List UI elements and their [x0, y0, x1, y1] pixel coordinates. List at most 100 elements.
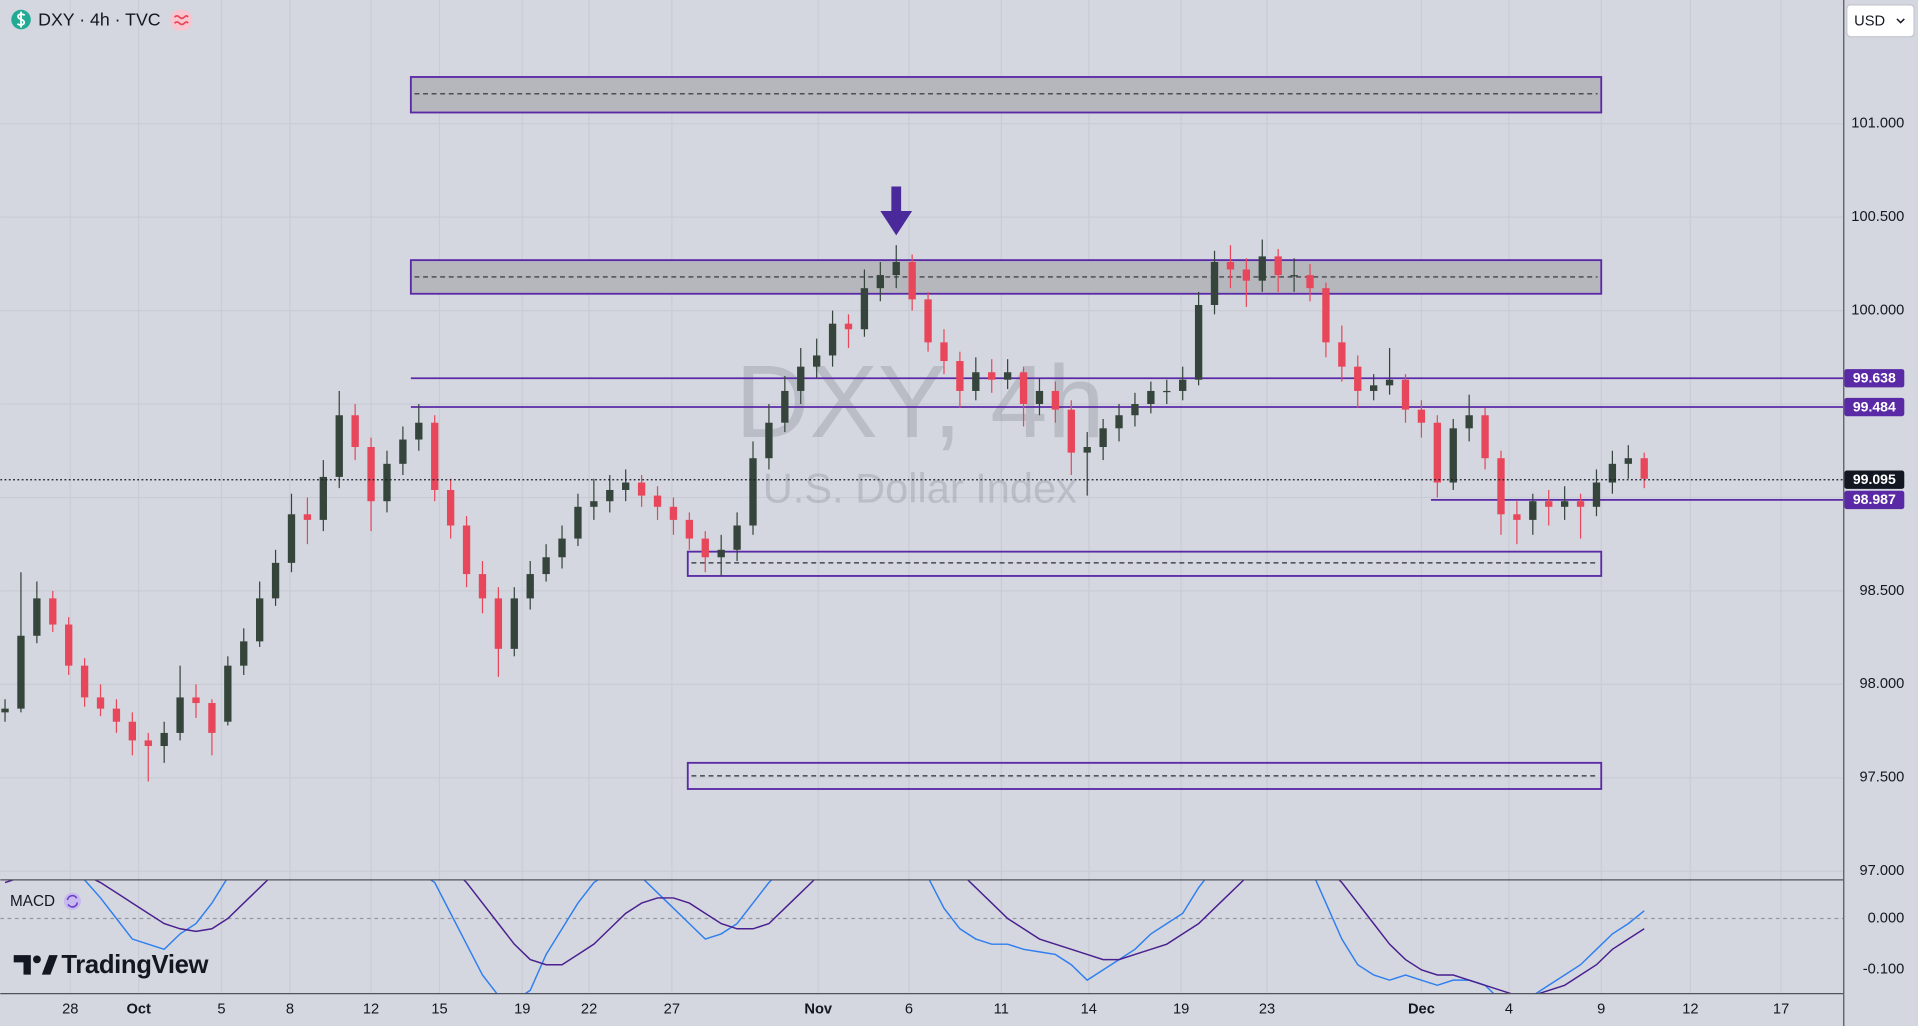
x-tick-label: Dec — [1408, 1001, 1435, 1017]
candle-body — [701, 538, 709, 558]
indicator-label: MACD — [10, 893, 55, 910]
x-tick-label: 9 — [1597, 1001, 1605, 1017]
macd-line — [4, 880, 1645, 993]
candle-body — [1067, 409, 1075, 453]
candle-body — [972, 372, 980, 391]
currency-button[interactable] — [1846, 4, 1915, 38]
candle-body — [494, 598, 503, 649]
candle-body — [319, 476, 327, 520]
candle-body — [431, 422, 439, 490]
candle-body — [542, 557, 550, 575]
watermark-title: DXY, 4h — [735, 344, 1104, 459]
candle-body — [1051, 390, 1060, 410]
candle-body — [49, 598, 57, 625]
watermark-subtitle: U.S. Dollar Index — [763, 465, 1077, 512]
candle-body — [828, 323, 837, 356]
candle-body — [33, 598, 41, 636]
candle-body — [128, 721, 137, 741]
level-price-tag — [1844, 369, 1905, 388]
x-tick-label: 27 — [664, 1001, 680, 1017]
axes: 97.00097.50098.00098.50099.00099.500100.… — [62, 116, 1905, 1017]
candle-body — [1545, 501, 1553, 507]
candle-body — [765, 422, 773, 459]
candle-body — [1179, 379, 1187, 391]
y-tick-label: 97.000 — [1859, 863, 1904, 879]
candle-body — [1401, 379, 1410, 410]
candle-body — [558, 538, 566, 558]
candle-body — [1385, 379, 1394, 386]
x-tick-label: 28 — [62, 1001, 78, 1017]
candle-body — [255, 598, 264, 642]
candle-body — [96, 697, 105, 709]
x-tick-label: 23 — [1259, 1001, 1275, 1017]
x-tick-label: 15 — [431, 1001, 447, 1017]
candle-body — [733, 525, 741, 550]
candle-body — [367, 447, 375, 502]
brand-name: TradingView — [61, 951, 209, 979]
x-tick-label: 17 — [1773, 1001, 1789, 1017]
candle-body — [1131, 404, 1139, 416]
candle-body — [749, 458, 757, 526]
candle-body — [876, 275, 884, 289]
candle-body — [940, 342, 948, 362]
x-tick-label: 5 — [217, 1001, 225, 1017]
currency-dropdown[interactable]: USD — [1846, 4, 1915, 38]
candle-body — [1449, 428, 1457, 483]
candle-body — [892, 262, 900, 276]
candle-body — [80, 665, 89, 698]
candle-body — [1306, 275, 1314, 289]
candle-body — [637, 482, 646, 496]
x-tick-label: 12 — [1682, 1001, 1698, 1017]
x-tick-label: 11 — [994, 1001, 1009, 1017]
candle-body — [383, 463, 391, 502]
currency-label[interactable]: USD — [1854, 13, 1885, 29]
candle-body — [1513, 514, 1521, 520]
candle-body — [335, 415, 343, 477]
status-icon — [170, 9, 193, 31]
y-tick-label: 98.500 — [1859, 583, 1904, 599]
level-price-label: 99.484 — [1853, 398, 1896, 414]
x-tick-label: 22 — [581, 1001, 597, 1017]
symbol-icon-glyph — [16, 11, 26, 28]
candle-body — [908, 262, 916, 300]
candle-body — [685, 519, 694, 539]
zone — [409, 76, 1603, 114]
candle-body — [1608, 463, 1617, 483]
candle-body — [574, 506, 582, 539]
dropdown-chevron — [1896, 18, 1905, 24]
candle-body — [65, 624, 73, 666]
plot-area — [0, 76, 1844, 790]
candle-body — [1194, 304, 1203, 380]
zone — [686, 761, 1603, 790]
candle-body — [1560, 501, 1569, 507]
candle-body — [192, 697, 200, 704]
x-tick-label: 19 — [514, 1001, 530, 1017]
candle-body — [526, 574, 534, 599]
brand-logo: TradingView — [13, 951, 210, 979]
candle-body — [812, 355, 821, 367]
macd-tick-label: -0.100 — [1863, 962, 1905, 978]
y-tick-label: 98.000 — [1859, 676, 1904, 692]
candle-body — [1274, 256, 1282, 276]
status-icon-glyph — [173, 15, 189, 26]
candle-body — [17, 635, 25, 709]
candle-body — [399, 439, 407, 464]
candle-body — [1099, 428, 1107, 448]
x-tick-label: 6 — [905, 1001, 913, 1017]
candle-body — [1370, 385, 1378, 391]
x-tick-label: Oct — [126, 1001, 151, 1017]
candle-body — [988, 372, 996, 380]
candle-body — [1481, 415, 1489, 459]
candle-body — [781, 390, 789, 423]
level-price-tag — [1844, 397, 1905, 417]
x-tick-label: 8 — [286, 1001, 294, 1017]
candle-body — [844, 323, 853, 330]
logo-part — [41, 955, 58, 975]
candle-body — [478, 574, 487, 599]
candle-body — [415, 422, 423, 440]
candle-body — [1576, 501, 1585, 507]
last-price-tag — [1844, 470, 1905, 489]
candle-body — [1163, 390, 1171, 393]
candle-body — [208, 703, 216, 733]
